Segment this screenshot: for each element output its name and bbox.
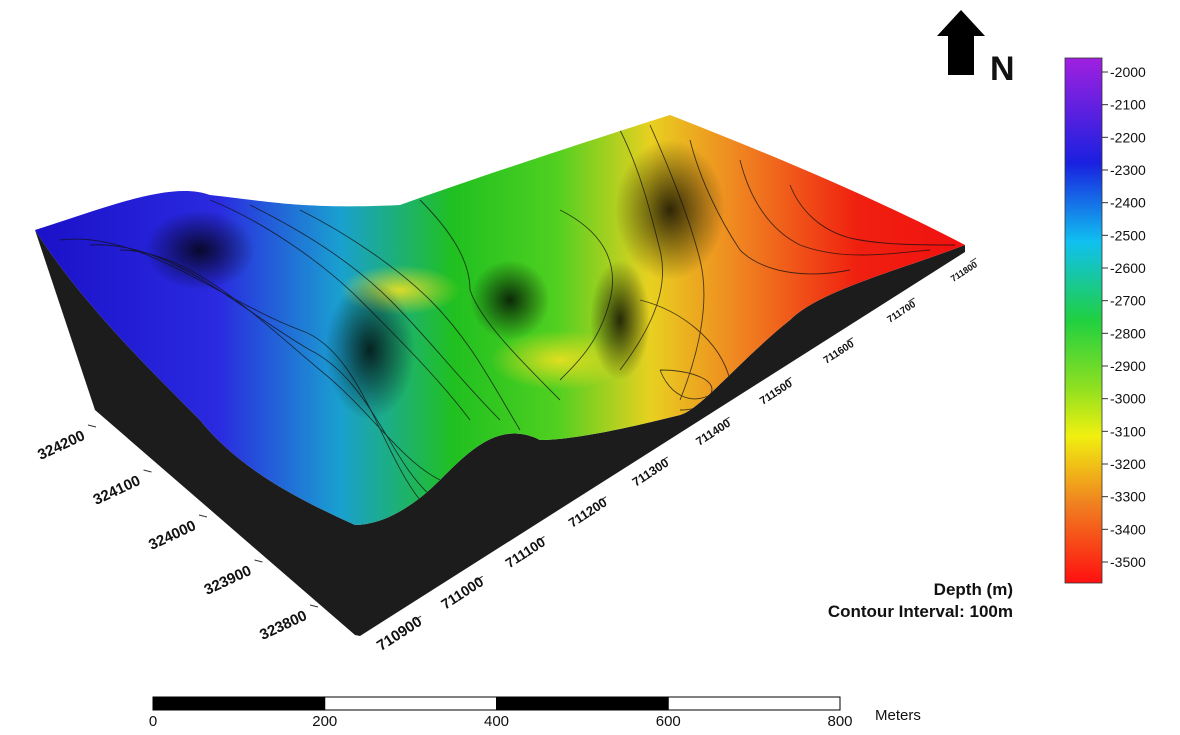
- color-bar-label: -2800: [1110, 325, 1146, 341]
- color-bar-label: -3500: [1110, 554, 1146, 570]
- y-tick-label: 324200: [35, 427, 88, 464]
- scale-segment: [668, 697, 840, 710]
- y-tick: [88, 425, 96, 427]
- color-bar-label: -2600: [1110, 260, 1146, 276]
- contour-interval: Contour Interval: 100m: [828, 602, 1013, 621]
- scale-label: 0: [149, 713, 157, 730]
- color-bar-label: -3000: [1110, 391, 1146, 407]
- color-bar-label: -3200: [1110, 456, 1146, 472]
- y-tick: [310, 605, 318, 607]
- x-tick-label: 711600: [822, 339, 857, 367]
- x-tick-label: 711400: [694, 417, 733, 449]
- x-tick-label: 711500: [758, 378, 795, 408]
- y-tick: [144, 470, 152, 472]
- scale-label: 400: [484, 713, 509, 730]
- x-tick-label: 711700: [885, 299, 918, 325]
- color-bar-label: -2100: [1110, 97, 1146, 113]
- scale-label: 600: [656, 713, 681, 730]
- color-bar-label: -3300: [1110, 489, 1146, 505]
- y-tick-label: 323900: [202, 562, 255, 599]
- scale-label: 200: [312, 713, 337, 730]
- legend-title: Depth (m): [934, 580, 1013, 599]
- color-bar-label: -2400: [1110, 195, 1146, 211]
- color-bar-label: -2000: [1110, 64, 1146, 80]
- color-bar: [1065, 58, 1102, 583]
- y-tick-label: 324100: [91, 472, 144, 509]
- north-label: N: [990, 50, 1015, 88]
- color-bar-label: -3100: [1110, 423, 1146, 439]
- y-tick: [255, 560, 263, 562]
- scale-unit: Meters: [875, 707, 921, 724]
- scale-label: 800: [827, 713, 852, 730]
- y-tick: [199, 515, 207, 517]
- color-bar-label: -3400: [1110, 521, 1146, 537]
- color-bar-label: -2900: [1110, 358, 1146, 374]
- north-arrow: N: [937, 10, 1015, 88]
- terrain-block: [30, 100, 970, 636]
- color-bar-label: -2700: [1110, 293, 1146, 309]
- color-bar-label: -2500: [1110, 227, 1146, 243]
- scale-segment: [325, 697, 497, 710]
- map: N Depth (m) Contour Interval: 100m Meter…: [0, 0, 1180, 735]
- scale-segment: [153, 697, 325, 710]
- x-tick-label: 711800: [949, 259, 979, 283]
- y-tick-label: 324000: [146, 517, 199, 554]
- color-bar-label: -2200: [1110, 129, 1146, 145]
- color-bar-label: -2300: [1110, 162, 1146, 178]
- y-tick-label: 323800: [257, 607, 310, 644]
- arrow-icon: [937, 10, 985, 75]
- scale-segment: [497, 697, 669, 710]
